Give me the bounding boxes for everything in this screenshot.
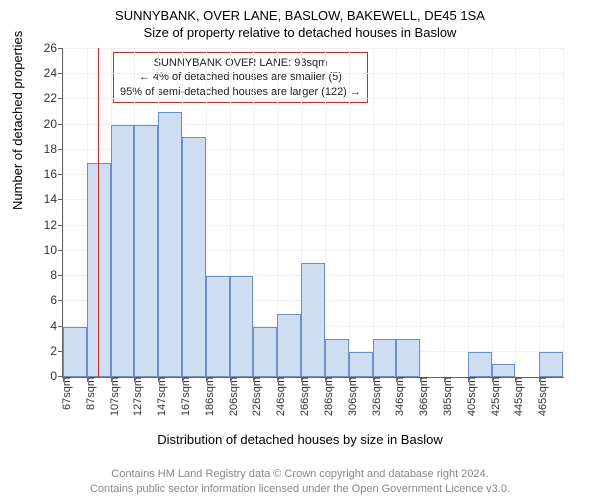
footer-line-2: Contains public sector information licen… xyxy=(0,482,600,496)
annotation-box: SUNNYBANK OVER LANE: 93sqm ← 4% of detac… xyxy=(113,52,368,103)
bar xyxy=(396,339,420,377)
x-tick-label: 127sqm xyxy=(128,377,144,416)
bar xyxy=(539,352,563,377)
bar xyxy=(349,352,373,377)
bar xyxy=(253,327,277,377)
bar xyxy=(182,137,206,377)
bar xyxy=(158,112,182,377)
x-tick-label: 67sqm xyxy=(57,377,73,410)
chart-title-1: SUNNYBANK, OVER LANE, BASLOW, BAKEWELL, … xyxy=(0,0,600,23)
reference-line xyxy=(98,48,100,377)
x-tick-label: 465sqm xyxy=(533,377,549,416)
x-tick-label: 366sqm xyxy=(414,377,430,416)
chart-container: SUNNYBANK, OVER LANE, BASLOW, BAKEWELL, … xyxy=(0,0,600,500)
x-tick-label: 385sqm xyxy=(438,377,454,416)
x-tick-label: 206sqm xyxy=(224,377,240,416)
bar xyxy=(63,327,87,377)
x-tick-label: 425sqm xyxy=(486,377,502,416)
x-tick-label: 405sqm xyxy=(462,377,478,416)
bar xyxy=(301,263,325,377)
bar xyxy=(468,352,492,377)
x-tick-label: 167sqm xyxy=(176,377,192,416)
bar xyxy=(492,364,516,377)
x-tick-label: 246sqm xyxy=(271,377,287,416)
footer-attribution: Contains HM Land Registry data © Crown c… xyxy=(0,467,600,496)
x-tick-label: 306sqm xyxy=(343,377,359,416)
x-tick-label: 87sqm xyxy=(81,377,97,410)
bar xyxy=(277,314,301,377)
bar xyxy=(230,276,254,377)
x-axis-label: Distribution of detached houses by size … xyxy=(0,432,600,447)
bar xyxy=(206,276,230,377)
bar xyxy=(325,339,349,377)
x-tick-label: 286sqm xyxy=(319,377,335,416)
x-tick-label: 147sqm xyxy=(152,377,168,416)
bar xyxy=(134,125,158,377)
x-tick-label: 445sqm xyxy=(509,377,525,416)
x-tick-label: 326sqm xyxy=(367,377,383,416)
footer-line-1: Contains HM Land Registry data © Crown c… xyxy=(0,467,600,481)
x-tick-label: 226sqm xyxy=(247,377,263,416)
bar xyxy=(111,125,135,377)
y-axis-label: Number of detached properties xyxy=(10,31,25,210)
chart-title-2: Size of property relative to detached ho… xyxy=(0,23,600,40)
x-tick-label: 266sqm xyxy=(295,377,311,416)
x-tick-label: 346sqm xyxy=(390,377,406,416)
plot-area: SUNNYBANK OVER LANE: 93sqm ← 4% of detac… xyxy=(62,48,564,378)
x-tick-label: 107sqm xyxy=(105,377,121,416)
x-tick-label: 186sqm xyxy=(200,377,216,416)
bar xyxy=(373,339,397,377)
